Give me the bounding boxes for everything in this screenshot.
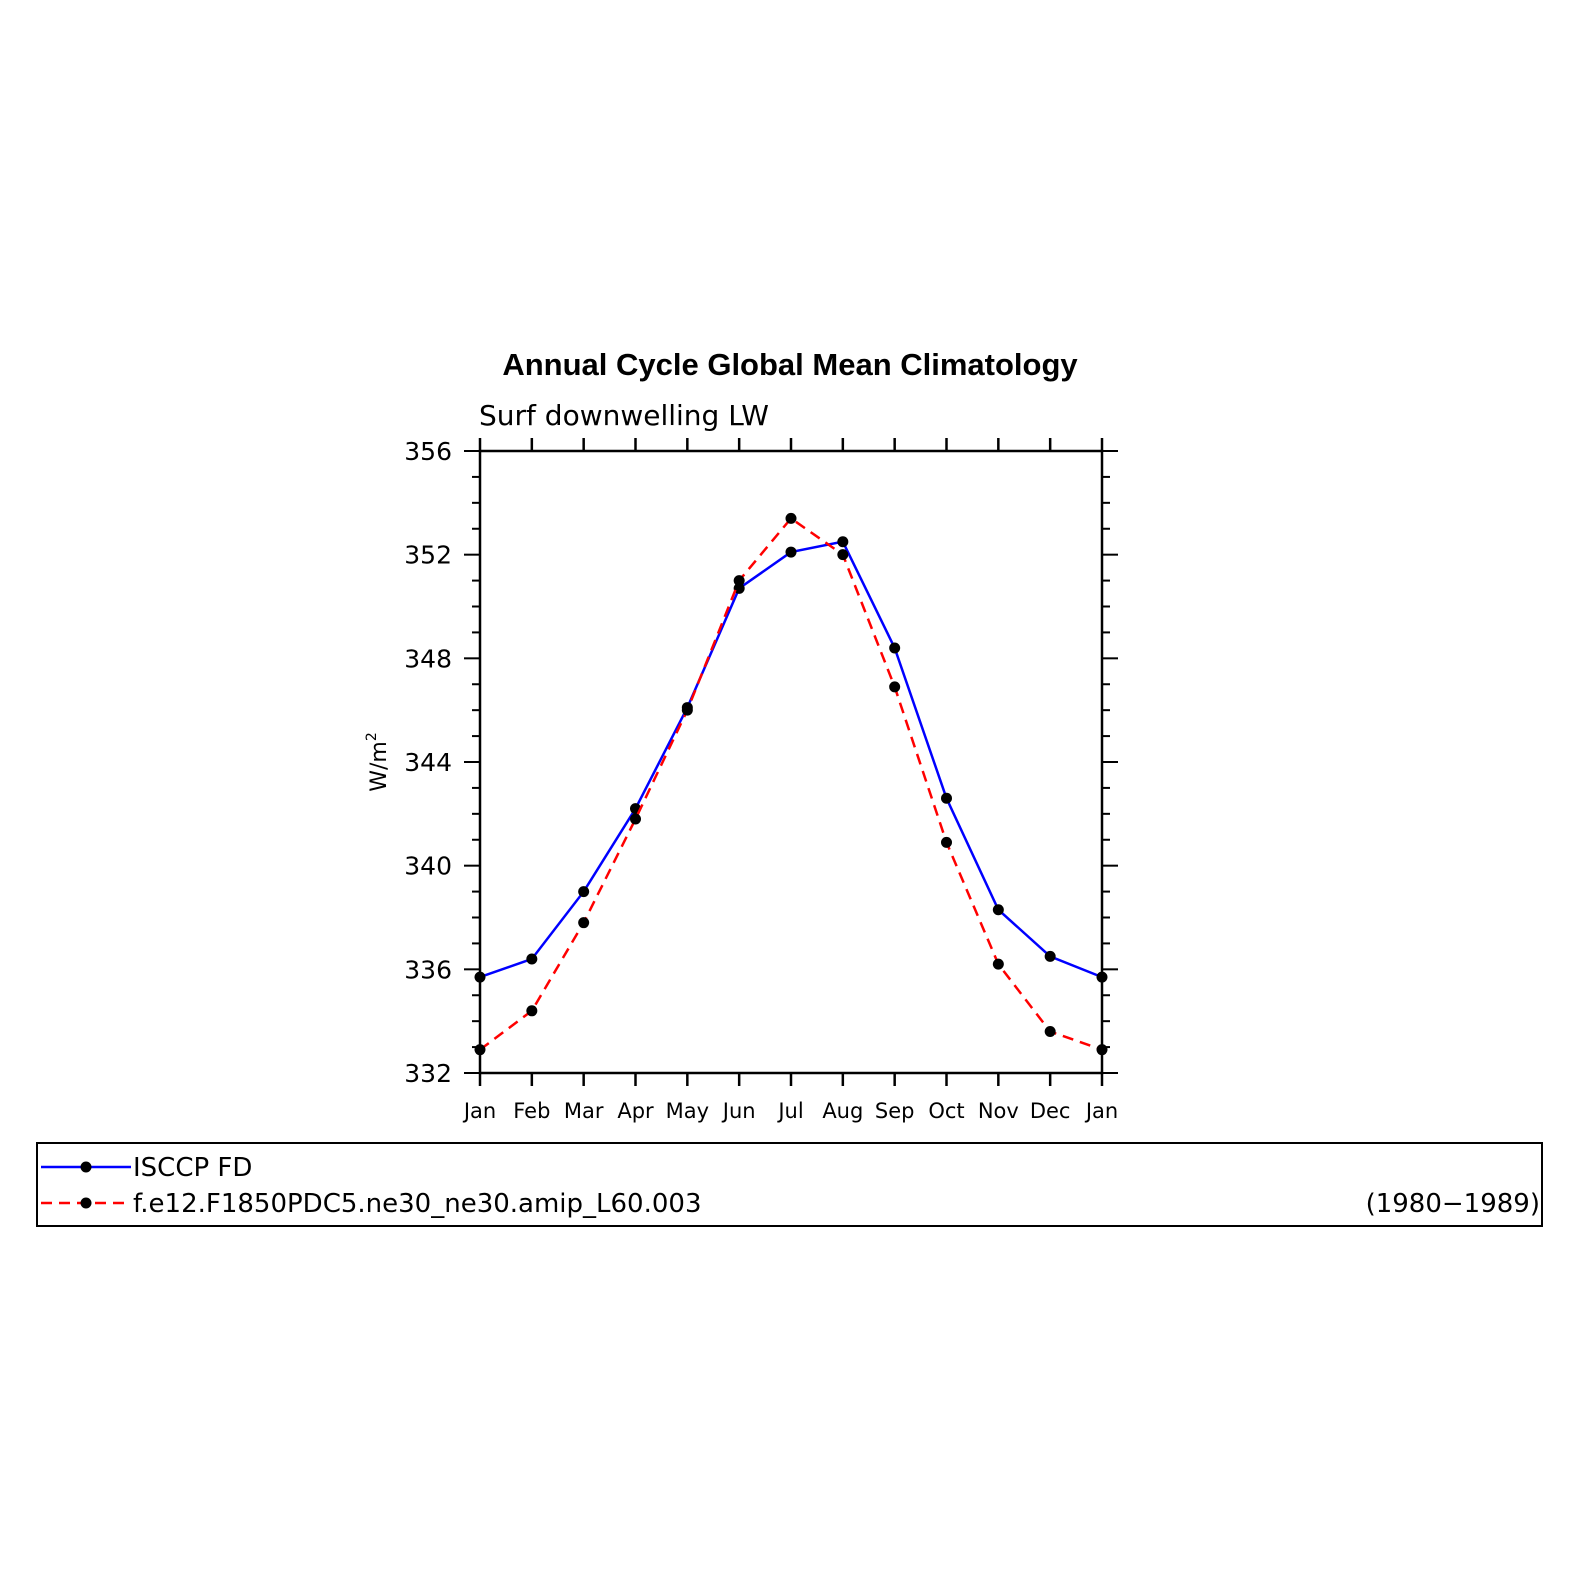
data-point xyxy=(1044,1026,1056,1038)
y-axis-label-superscript: 2 xyxy=(364,732,380,741)
data-point xyxy=(992,958,1004,970)
legend: ISCCP FD f.e12.F1850PDC5.ne30_ne30.amip_L… xyxy=(36,1142,1543,1227)
x-tick-label: Sep xyxy=(875,1099,915,1123)
chart-subtitle: Surf downwelling LW xyxy=(479,399,769,432)
x-tick-label: May xyxy=(666,1099,709,1123)
y-tick-label: 332 xyxy=(404,1059,452,1088)
data-point xyxy=(474,1044,486,1056)
x-tick-label: Dec xyxy=(1030,1099,1071,1123)
data-point xyxy=(785,512,797,524)
legend-label: ISCCP FD xyxy=(133,1153,252,1183)
data-point xyxy=(578,886,590,898)
y-axis-label-text: W/m xyxy=(367,741,392,792)
y-tick-label: 336 xyxy=(404,955,452,984)
y-tick-label: 340 xyxy=(404,852,452,881)
legend-period-note: (1980−1989) xyxy=(1366,1189,1540,1219)
data-point xyxy=(1044,950,1056,962)
data-point xyxy=(889,642,901,654)
data-point xyxy=(733,575,745,587)
y-axis-label: W/m2 xyxy=(364,732,392,792)
legend-box xyxy=(36,1142,1543,1227)
data-point xyxy=(785,546,797,558)
plot-axes: Jan Feb Mar Apr May Jun Jul Aug Sep Oct Nov Dec Jan 3… xyxy=(404,437,1118,1123)
data-point xyxy=(837,549,849,561)
data-point xyxy=(733,582,745,594)
svg-text:W/m2: W/m2 xyxy=(364,732,392,792)
legend-marker xyxy=(80,1161,92,1173)
series-1 xyxy=(474,536,1108,983)
data-point xyxy=(681,704,693,716)
data-point xyxy=(992,904,1004,916)
x-tick-label: Feb xyxy=(513,1099,550,1123)
data-point xyxy=(941,792,952,804)
series-layer xyxy=(474,512,1108,1056)
x-tick-label: Mar xyxy=(564,1099,604,1123)
data-point xyxy=(578,917,590,929)
y-tick-label: 352 xyxy=(404,541,452,570)
x-tick-label: Nov xyxy=(978,1099,1019,1123)
x-tick-label: Jun xyxy=(721,1099,756,1123)
x-tick-label: Jan xyxy=(1084,1099,1118,1123)
data-point xyxy=(474,971,486,983)
x-tick-label: Apr xyxy=(617,1099,654,1123)
data-point xyxy=(526,953,538,965)
series-line xyxy=(479,516,1103,1051)
plot-frame xyxy=(478,449,1104,1075)
chart-title: Annual Cycle Global Mean Climatology xyxy=(502,347,1078,382)
data-point xyxy=(837,536,849,548)
y-tick-label: 344 xyxy=(404,748,452,777)
data-point xyxy=(889,681,901,693)
data-point xyxy=(1096,971,1108,983)
legend-label: f.e12.F1850PDC5.ne30_ne30.amip_L60.003 xyxy=(133,1189,701,1219)
data-point xyxy=(630,813,641,825)
series-line xyxy=(479,540,1103,979)
data-point xyxy=(1096,1044,1108,1056)
x-tick-label: Jul xyxy=(776,1099,803,1123)
data-point xyxy=(941,836,952,848)
x-tick-label: Aug xyxy=(822,1099,863,1123)
series-2 xyxy=(474,512,1108,1056)
y-tick-label: 348 xyxy=(404,644,452,673)
x-tick-label: Oct xyxy=(928,1099,964,1123)
legend-marker xyxy=(80,1197,92,1209)
x-tick-label: Jan xyxy=(462,1099,496,1123)
y-tick-label: 356 xyxy=(404,437,452,466)
data-point xyxy=(526,1005,538,1017)
